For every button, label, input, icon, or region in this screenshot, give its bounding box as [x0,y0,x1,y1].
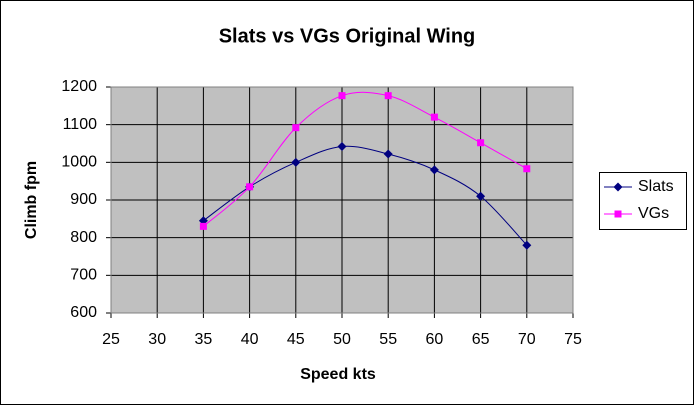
plot-border [110,86,574,314]
x-tick-label: 25 [102,331,120,348]
data-point [246,183,254,191]
legend [599,172,687,230]
y-tick-label: 900 [70,191,97,208]
x-axis-label: Speed kts [300,366,376,383]
data-point [430,113,438,121]
x-tick-label: 65 [472,331,490,348]
data-point [199,222,207,230]
y-tick-label: 700 [70,267,97,284]
data-point [291,157,301,167]
y-tick-label: 1100 [63,116,98,133]
data-point [522,240,532,250]
data-point [292,124,300,132]
y-tick-label: 1000 [61,154,97,171]
series-line [203,91,528,227]
data-point [523,165,531,173]
y-axis-label: Climb fpm [23,161,40,239]
data-point [383,149,393,159]
data-point [337,142,347,152]
x-tick-label: 75 [564,331,582,348]
data-point [384,92,392,100]
x-tick-label: 35 [195,331,213,348]
data-point [338,92,346,100]
x-tick-label: 45 [287,331,305,348]
y-tick-label: 1200 [61,78,97,95]
legend-label: Slats [638,178,674,195]
legend-label: VGs [638,205,669,222]
data-point [477,139,485,147]
x-tick-label: 50 [333,331,351,348]
x-tick-label: 70 [518,331,536,348]
x-tick-label: 30 [148,331,166,348]
x-tick-label: 60 [426,331,444,348]
y-tick-label: 800 [70,229,97,246]
chart-title: Slats vs VGs Original Wing [219,25,476,47]
data-point [476,191,486,201]
y-tick-label: 600 [70,304,97,321]
x-tick-label: 40 [241,331,259,348]
data-point [429,165,439,175]
legend-marker [613,182,623,192]
legend-marker [614,210,622,218]
x-tick-label: 55 [379,331,397,348]
